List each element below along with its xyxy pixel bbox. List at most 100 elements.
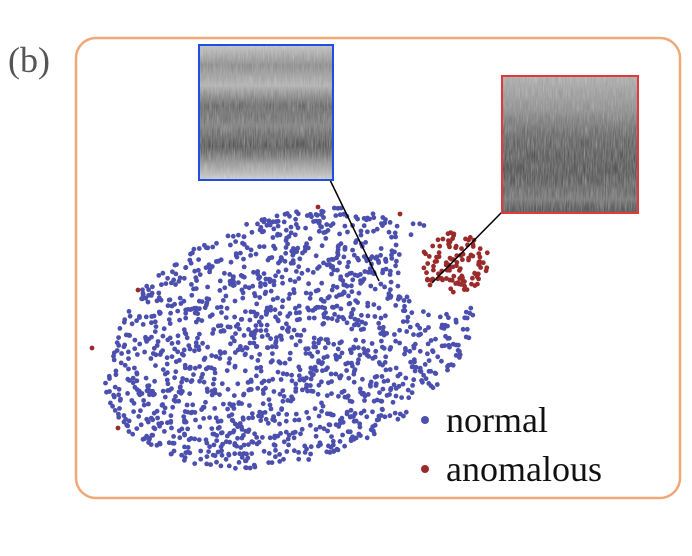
normal-point [376, 320, 382, 326]
normal-point [307, 236, 313, 242]
normal-point [393, 393, 399, 399]
normal-point [209, 392, 215, 398]
normal-point [270, 376, 276, 382]
normal-point [175, 349, 181, 355]
normal-point [195, 335, 200, 341]
normal-point [289, 394, 294, 400]
normal-point [146, 292, 152, 298]
normal-point [154, 442, 160, 448]
normal-point [272, 246, 278, 252]
legend-label: anomalous [446, 449, 602, 489]
normal-point [287, 291, 293, 297]
normal-point [217, 356, 223, 361]
normal-point [261, 378, 267, 384]
normal-point [376, 305, 382, 311]
normal-point [277, 311, 283, 316]
normal-point [205, 284, 211, 290]
anomalous-point [453, 245, 459, 251]
normal-point [232, 441, 238, 446]
normal-point [325, 428, 330, 434]
normal-point [246, 285, 252, 291]
normal-point [197, 378, 203, 384]
normal-point [393, 234, 398, 240]
normal-point [249, 229, 255, 235]
normal-point [220, 298, 226, 303]
normal-point [259, 410, 265, 416]
normal-point [218, 304, 224, 310]
legend: normal anomalous [421, 400, 602, 489]
normal-point [206, 449, 212, 454]
normal-point [268, 336, 273, 342]
normal-point [177, 435, 183, 441]
normal-point [153, 363, 158, 368]
normal-point [201, 379, 207, 385]
normal-point [291, 448, 297, 454]
anomalous-point [451, 233, 456, 239]
normal-point [240, 290, 246, 296]
normal-point [236, 460, 242, 465]
normal-point [325, 365, 330, 371]
anomalous-point [484, 265, 490, 271]
normal-point [312, 306, 318, 312]
normal-point [209, 312, 215, 318]
normal-point [227, 278, 233, 284]
normal-point [118, 396, 123, 402]
normal-point [397, 340, 402, 346]
normal-point [246, 415, 252, 421]
normal-point [298, 333, 304, 338]
normal-point [179, 452, 185, 458]
normal-point [275, 231, 281, 237]
normal-point [293, 389, 299, 394]
normal-point [297, 338, 303, 344]
normal-point [426, 325, 431, 330]
normal-point [168, 418, 174, 424]
normal-point [240, 274, 246, 279]
normal-point [356, 290, 362, 296]
normal-point [285, 313, 291, 319]
normal-point [278, 377, 284, 382]
normal-point [168, 413, 174, 419]
normal-point [248, 247, 254, 253]
normal-point [190, 250, 195, 256]
normal-point [378, 331, 384, 336]
anomalous-point [428, 277, 434, 283]
normal-point [255, 269, 261, 274]
normal-point [236, 422, 242, 428]
normal-point [217, 278, 223, 284]
normal-point [239, 401, 245, 406]
normal-point [252, 331, 257, 337]
normal-point [311, 315, 317, 321]
normal-point [410, 221, 416, 227]
normal-point [349, 283, 354, 289]
normal-point [293, 216, 298, 222]
normal-point [290, 246, 296, 251]
normal-point [184, 402, 190, 408]
normal-point [446, 315, 451, 321]
normal-point [207, 415, 213, 420]
normal-point [113, 368, 119, 374]
normal-point [261, 448, 267, 454]
normal-point [445, 336, 451, 341]
inset-image [502, 76, 638, 213]
anomalous-point [454, 260, 460, 265]
normal-point [344, 272, 350, 278]
normal-point [241, 391, 247, 397]
normal-point [383, 259, 389, 264]
normal-point [344, 411, 350, 417]
normal-point [270, 297, 276, 302]
normal-point [395, 296, 401, 302]
normal-point [409, 390, 415, 396]
normal-point [259, 314, 264, 320]
anomalous-point [436, 250, 442, 256]
normal-point [342, 443, 347, 449]
normal-point [280, 298, 286, 304]
normal-point [231, 393, 237, 398]
normal-point [426, 358, 432, 363]
normal-point [418, 331, 423, 337]
normal-point [378, 315, 384, 321]
normal-point [116, 335, 121, 340]
normal-point [307, 295, 313, 301]
normal-point [353, 337, 359, 343]
normal-point [235, 381, 241, 387]
normal-point [150, 432, 156, 438]
